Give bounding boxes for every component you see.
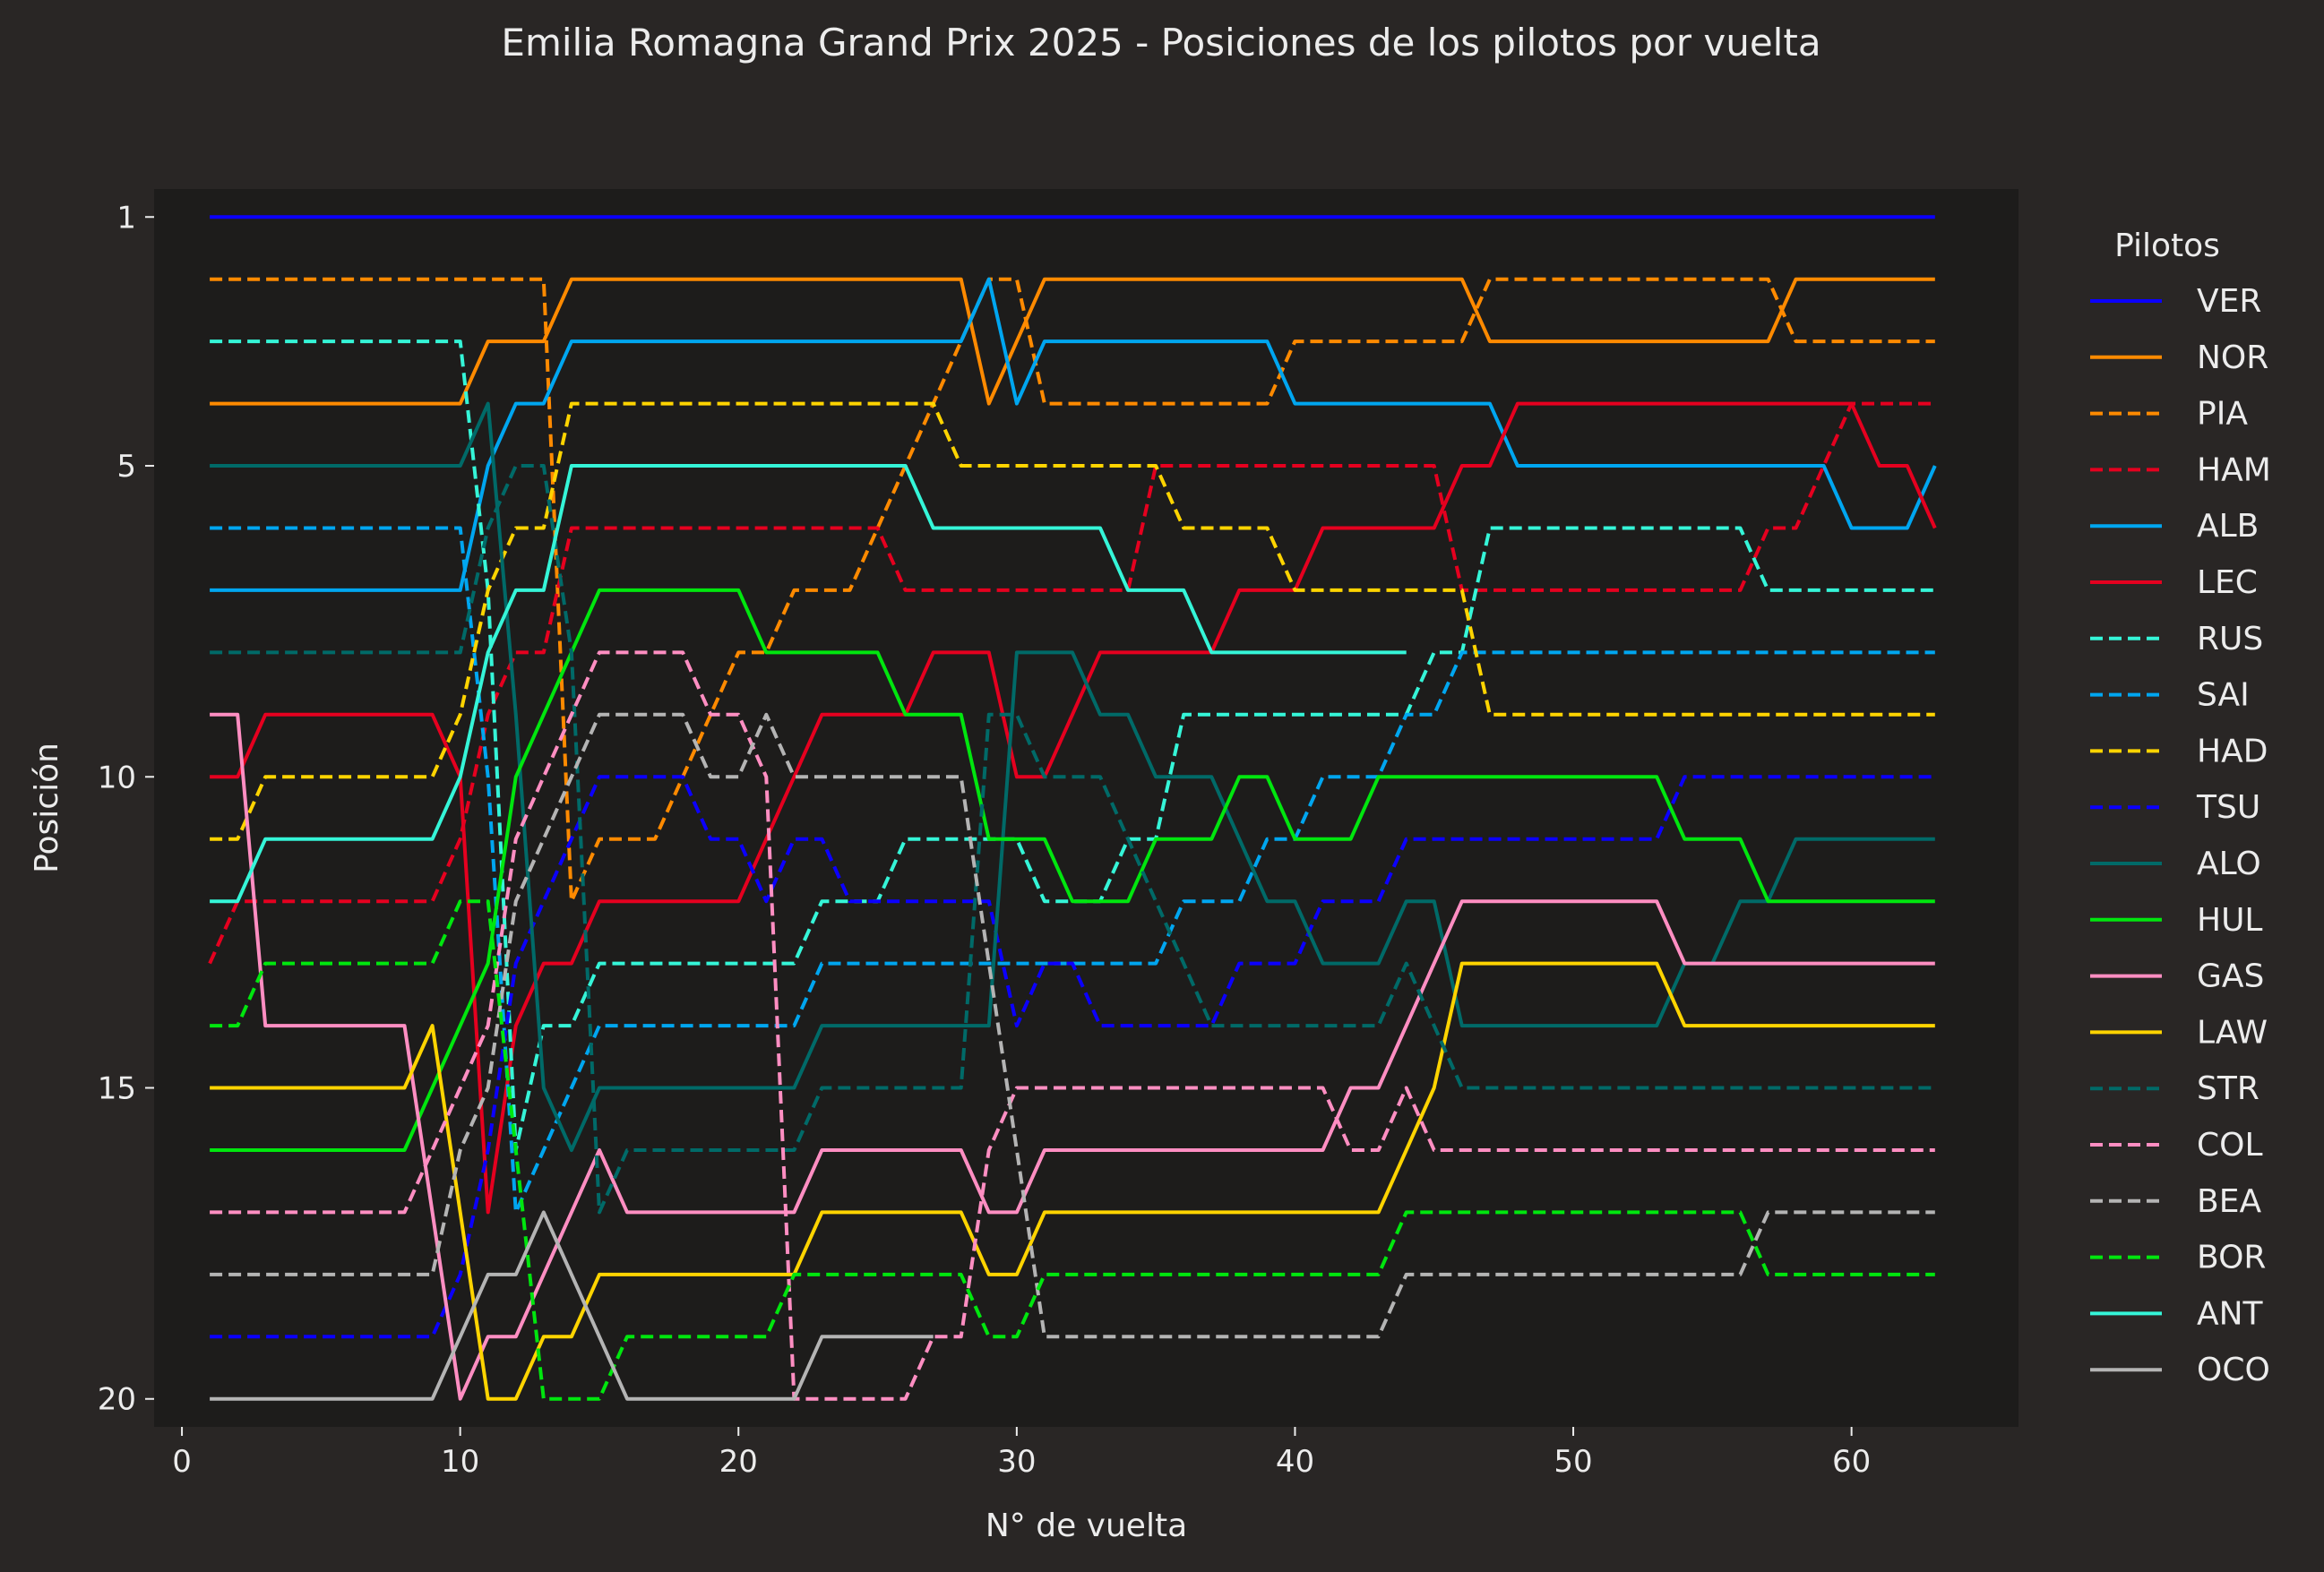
legend-label-rus: RUS	[2197, 621, 2263, 657]
legend-label-hul: HUL	[2197, 902, 2262, 939]
legend-label-bor: BOR	[2197, 1240, 2266, 1276]
legend-label-ant: ANT	[2197, 1295, 2264, 1332]
legend-label-str: STR	[2197, 1070, 2259, 1107]
series-line-ant	[210, 464, 1407, 904]
x-tick-label: 10	[441, 1444, 479, 1480]
series-line-had	[210, 401, 1935, 841]
x-tick-label: 60	[1832, 1444, 1871, 1480]
legend-title: Pilotos	[2114, 228, 2220, 264]
x-axis-label: N° de vuelta	[986, 1508, 1187, 1544]
legend-label-oco: OCO	[2197, 1352, 2270, 1388]
series-line-bea	[210, 712, 1935, 1339]
legend-label-nor: NOR	[2197, 339, 2268, 376]
legend-label-bea: BEA	[2197, 1183, 2261, 1220]
series-line-nor	[210, 277, 1935, 406]
x-tick-label: 50	[1554, 1444, 1592, 1480]
legend-label-ver: VER	[2197, 283, 2261, 320]
x-tick-label: 40	[1276, 1444, 1314, 1480]
chart-title: Emilia Romagna Grand Prix 2025 - Posicio…	[501, 21, 1820, 64]
series-line-alo	[210, 401, 1935, 1152]
series-line-tsu	[210, 775, 1935, 1339]
x-tick-label: 30	[997, 1444, 1036, 1480]
series-lines	[208, 215, 1937, 1401]
legend-label-had: HAD	[2197, 733, 2268, 769]
series-line-col	[210, 650, 1935, 1401]
x-tick-label: 20	[719, 1444, 758, 1480]
series-line-bor	[210, 899, 1935, 1401]
legend-label-alb: ALB	[2197, 508, 2259, 545]
legend-label-col: COL	[2197, 1127, 2263, 1164]
x-tick-label: 0	[172, 1444, 192, 1480]
legend-label-lec: LEC	[2197, 564, 2258, 601]
series-line-hul	[210, 588, 1935, 1152]
series-line-ham	[208, 401, 1935, 965]
legend-label-alo: ALO	[2197, 846, 2261, 882]
legend-label-pia: PIA	[2197, 396, 2248, 433]
legend: Pilotos VER NOR PIA HAM ALB LEC RUS SAI HAD TSU AL…	[2090, 228, 2271, 1388]
legend-label-gas: GAS	[2197, 958, 2264, 995]
series-line-lec	[210, 401, 1937, 1215]
y-axis-label: Posición	[29, 743, 65, 873]
legend-label-law: LAW	[2197, 1014, 2268, 1051]
legend-label-ham: HAM	[2197, 451, 2271, 488]
legend-label-tsu: TSU	[2196, 789, 2260, 826]
y-tick-label: 15	[98, 1071, 136, 1107]
legend-label-sai: SAI	[2197, 677, 2250, 714]
y-tick-label: 5	[116, 449, 136, 485]
series-line-str	[210, 464, 1935, 1215]
series-line-oco	[210, 1210, 934, 1401]
series-line-alb	[210, 277, 1937, 592]
y-tick-label: 10	[98, 760, 136, 795]
y-tick-label: 20	[98, 1382, 136, 1418]
plot-area	[154, 189, 2018, 1427]
y-tick-label: 1	[116, 200, 136, 236]
series-line-gas	[210, 712, 1935, 1401]
